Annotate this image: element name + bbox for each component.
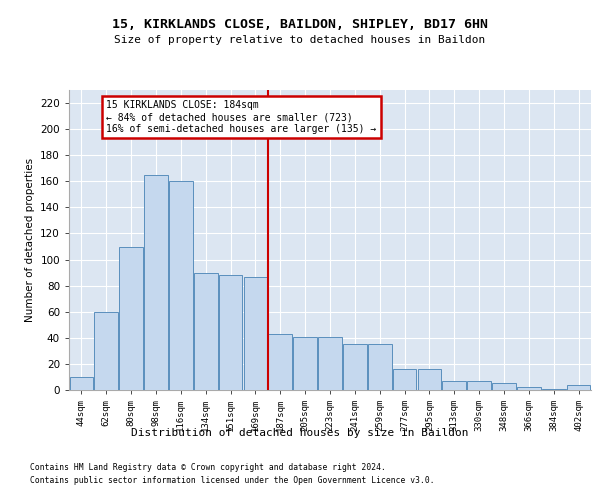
Text: Size of property relative to detached houses in Baildon: Size of property relative to detached ho… (115, 35, 485, 45)
Bar (70, 377, 93, 390)
Text: 15, KIRKLANDS CLOSE, BAILDON, SHIPLEY, BD17 6HN: 15, KIRKLANDS CLOSE, BAILDON, SHIPLEY, B… (112, 18, 488, 30)
Bar (343, 344, 367, 390)
Bar (293, 336, 317, 390)
Bar (94, 312, 118, 390)
Bar (542, 388, 566, 390)
Text: Distribution of detached houses by size in Baildon: Distribution of detached houses by size … (131, 428, 469, 438)
Bar (567, 385, 590, 390)
Text: Contains public sector information licensed under the Open Government Licence v3: Contains public sector information licen… (30, 476, 434, 485)
Bar (244, 276, 267, 390)
Bar (517, 388, 541, 390)
Bar (393, 369, 416, 390)
Bar (318, 336, 342, 390)
Bar (119, 246, 143, 390)
Bar (194, 272, 218, 390)
Bar (169, 182, 193, 390)
Bar (268, 334, 292, 390)
Text: Contains HM Land Registry data © Crown copyright and database right 2024.: Contains HM Land Registry data © Crown c… (30, 464, 386, 472)
Bar (368, 344, 392, 390)
Bar (467, 381, 491, 390)
Text: 15 KIRKLANDS CLOSE: 184sqm
← 84% of detached houses are smaller (723)
16% of sem: 15 KIRKLANDS CLOSE: 184sqm ← 84% of deta… (106, 100, 377, 134)
Bar (442, 381, 466, 390)
Bar (219, 275, 242, 390)
Bar (144, 175, 168, 390)
Bar (418, 369, 441, 390)
Bar (492, 384, 516, 390)
Y-axis label: Number of detached properties: Number of detached properties (25, 158, 35, 322)
